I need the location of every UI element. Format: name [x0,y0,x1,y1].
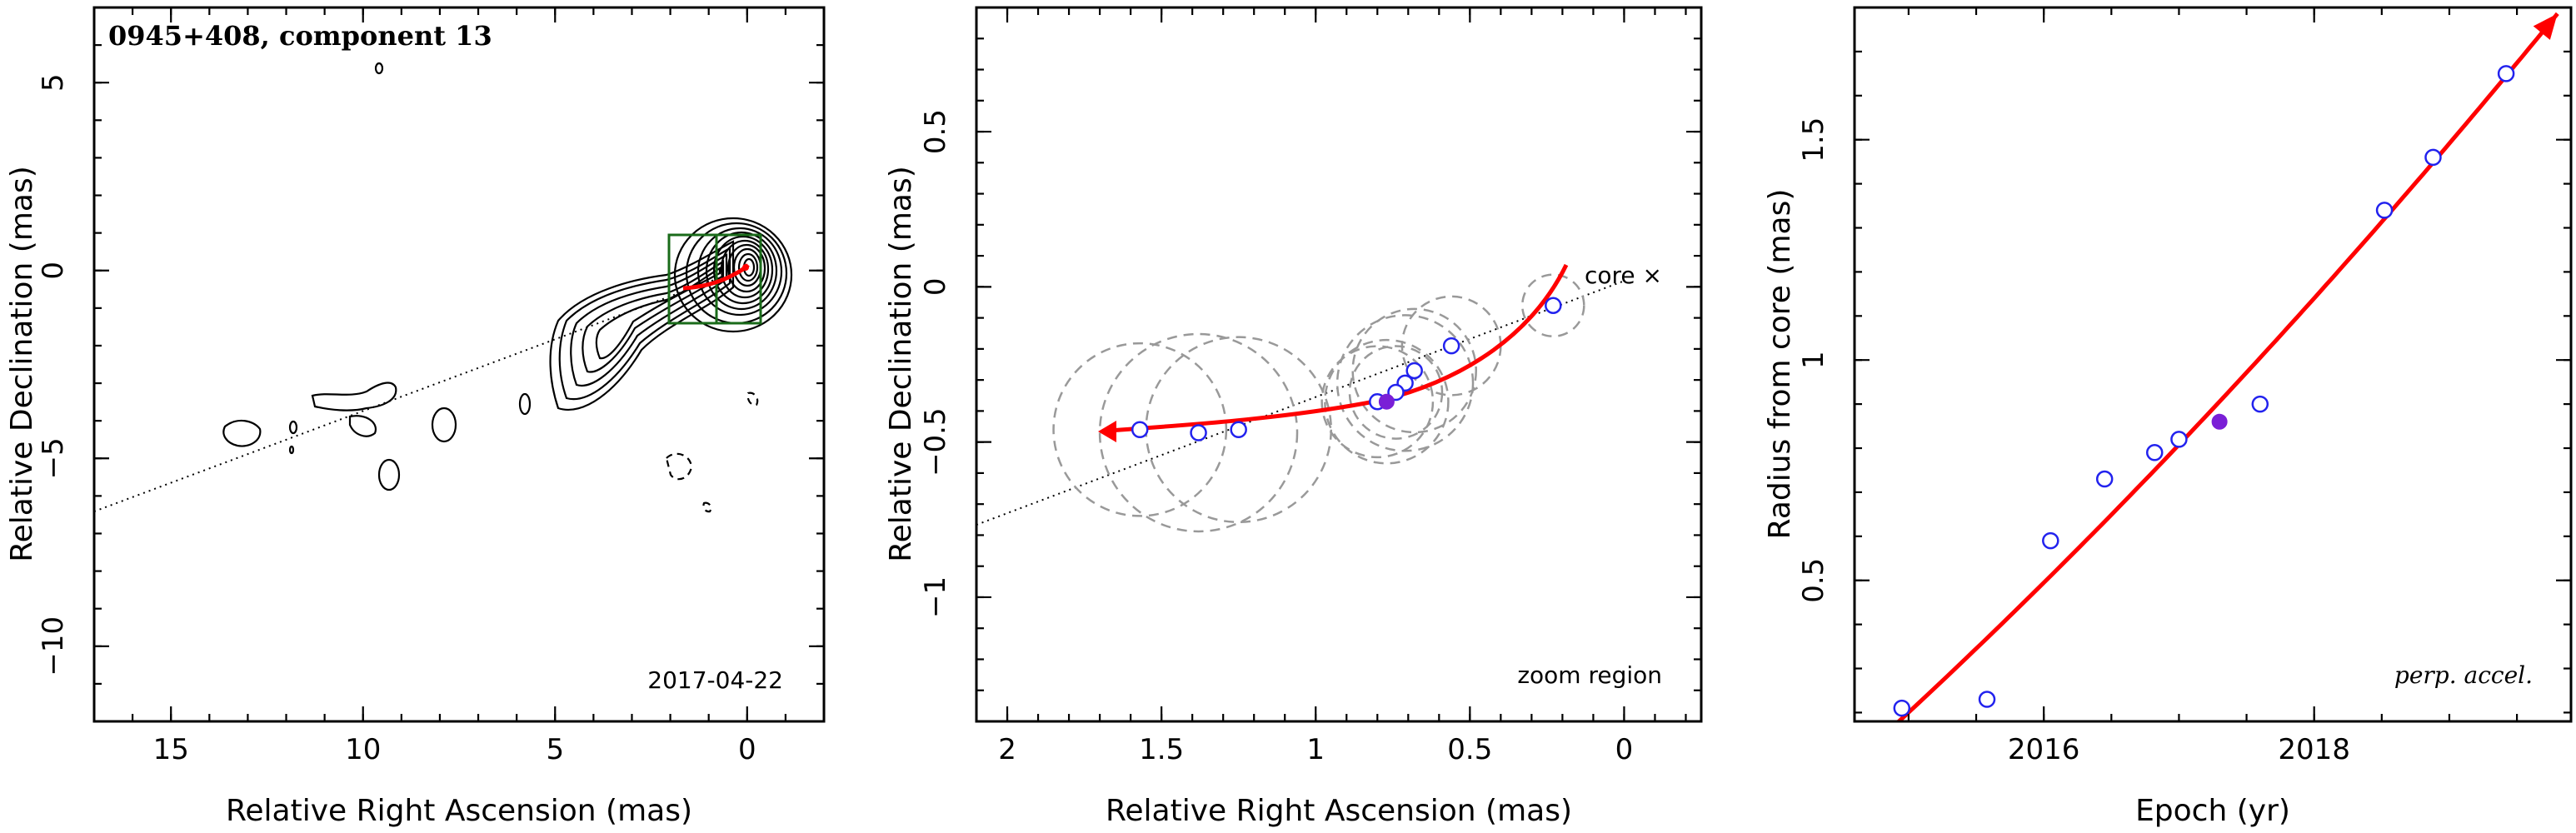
perp-accel-label: perp. accel. [2394,661,2533,689]
middle-extrapolation-line [976,280,1625,526]
left-x-tick-label: 5 [546,733,564,766]
right-x-axis-label: Epoch (yr) [2135,794,2290,828]
open-position-point [1131,421,1149,438]
open-radius-point [1978,691,1996,708]
middle-y-tick-label: 0 [919,278,952,297]
left-epoch-label: 2017-04-22 [647,666,783,694]
left-y-axis-label: Relative Declination (mas) [5,166,39,562]
filled-radius-point [2211,413,2228,430]
open-position-point [1405,362,1423,380]
open-radius-point [2424,148,2442,167]
open-radius-point [2042,531,2059,550]
error-circle [1348,345,1444,440]
right-y-tick-label: 0.5 [1797,558,1830,603]
middle-x-tick-label: 1 [1306,733,1325,766]
open-position-point [1230,421,1247,438]
filled-position-point [1378,393,1395,410]
error-circle [1052,342,1228,517]
left-plot-frame [92,6,826,723]
left-x-tick-label: 0 [738,733,756,766]
open-radius-point [1893,699,1911,717]
open-radius-point [2251,395,2269,413]
left-x-tick-label: 15 [153,733,189,766]
middle-y-tick-label: 0.5 [919,109,952,154]
open-radius-point [2095,470,2114,488]
error-circle [1098,332,1299,533]
middle-x-tick-label: 0 [1615,733,1634,766]
middle-x-tick-label: 1.5 [1139,733,1184,766]
fit-curve-arrowhead [2533,13,2558,40]
error-circle [1351,307,1477,434]
error-circle [1320,345,1435,459]
middle-trajectory [1107,263,1569,433]
right-axis-ticks: 2016 2018 0.5 1 1.5 [1797,7,2571,766]
left-axis-ticks: 15 10 5 0 5 0 −5 −10 [37,6,826,766]
middle-plot-frame [975,6,1703,723]
error-circles [1052,273,1585,533]
left-x-tick-label: 10 [345,733,381,766]
open-position-point [1545,297,1562,314]
middle-y-axis-label: Relative Declination (mas) [884,166,918,562]
left-x-axis-label: Relative Right Ascension (mas) [226,794,692,828]
open-position-point [1190,424,1207,441]
middle-y-tick-label: −0.5 [919,407,952,476]
middle-x-axis-label: Relative Right Ascension (mas) [1106,794,1572,828]
right-x-tick-label: 2018 [2278,733,2350,766]
left-panel: 15 10 5 0 5 0 −5 −10 0945+408, component 13 201… [5,6,826,828]
error-circle [1324,338,1450,465]
open-radius-point [2497,65,2515,82]
left-core-marker [742,264,749,271]
middle-x-tick-label: 0.5 [1447,733,1492,766]
right-plot-frame [1853,6,2573,723]
left-title: 0945+408, component 13 [108,20,492,52]
left-y-tick-label: −5 [37,437,70,479]
middle-panel: 2 1.5 1 0.5 0 0.5 0 −0.5 −1 core × zoom region R… [884,6,1703,828]
middle-y-tick-label: −1 [919,576,952,618]
middle-points [1131,297,1562,441]
open-position-point [1442,337,1460,355]
middle-trajectory-arrowhead [1098,421,1116,442]
right-y-tick-label: 1.5 [1797,117,1830,162]
open-radius-point [2170,431,2188,448]
right-points [1893,65,2515,717]
zoom-region-box [667,233,762,325]
right-x-tick-label: 2016 [2008,733,2080,766]
fit-curve [1895,12,2559,721]
left-y-tick-label: 5 [37,73,70,92]
core-label: core × [1585,262,1662,289]
right-y-axis-label: Radius from core (mas) [1763,189,1797,540]
open-radius-point [2375,202,2394,219]
contour-map [222,62,793,513]
left-y-tick-label: 0 [37,262,70,280]
middle-axis-ticks: 2 1.5 1 0.5 0 0.5 0 −0.5 −1 [919,6,1701,766]
left-y-tick-label: −10 [37,616,70,676]
open-radius-point [2145,444,2164,461]
zoom-region-label: zoom region [1517,661,1662,689]
middle-x-tick-label: 2 [998,733,1016,766]
right-y-tick-label: 1 [1797,351,1830,369]
